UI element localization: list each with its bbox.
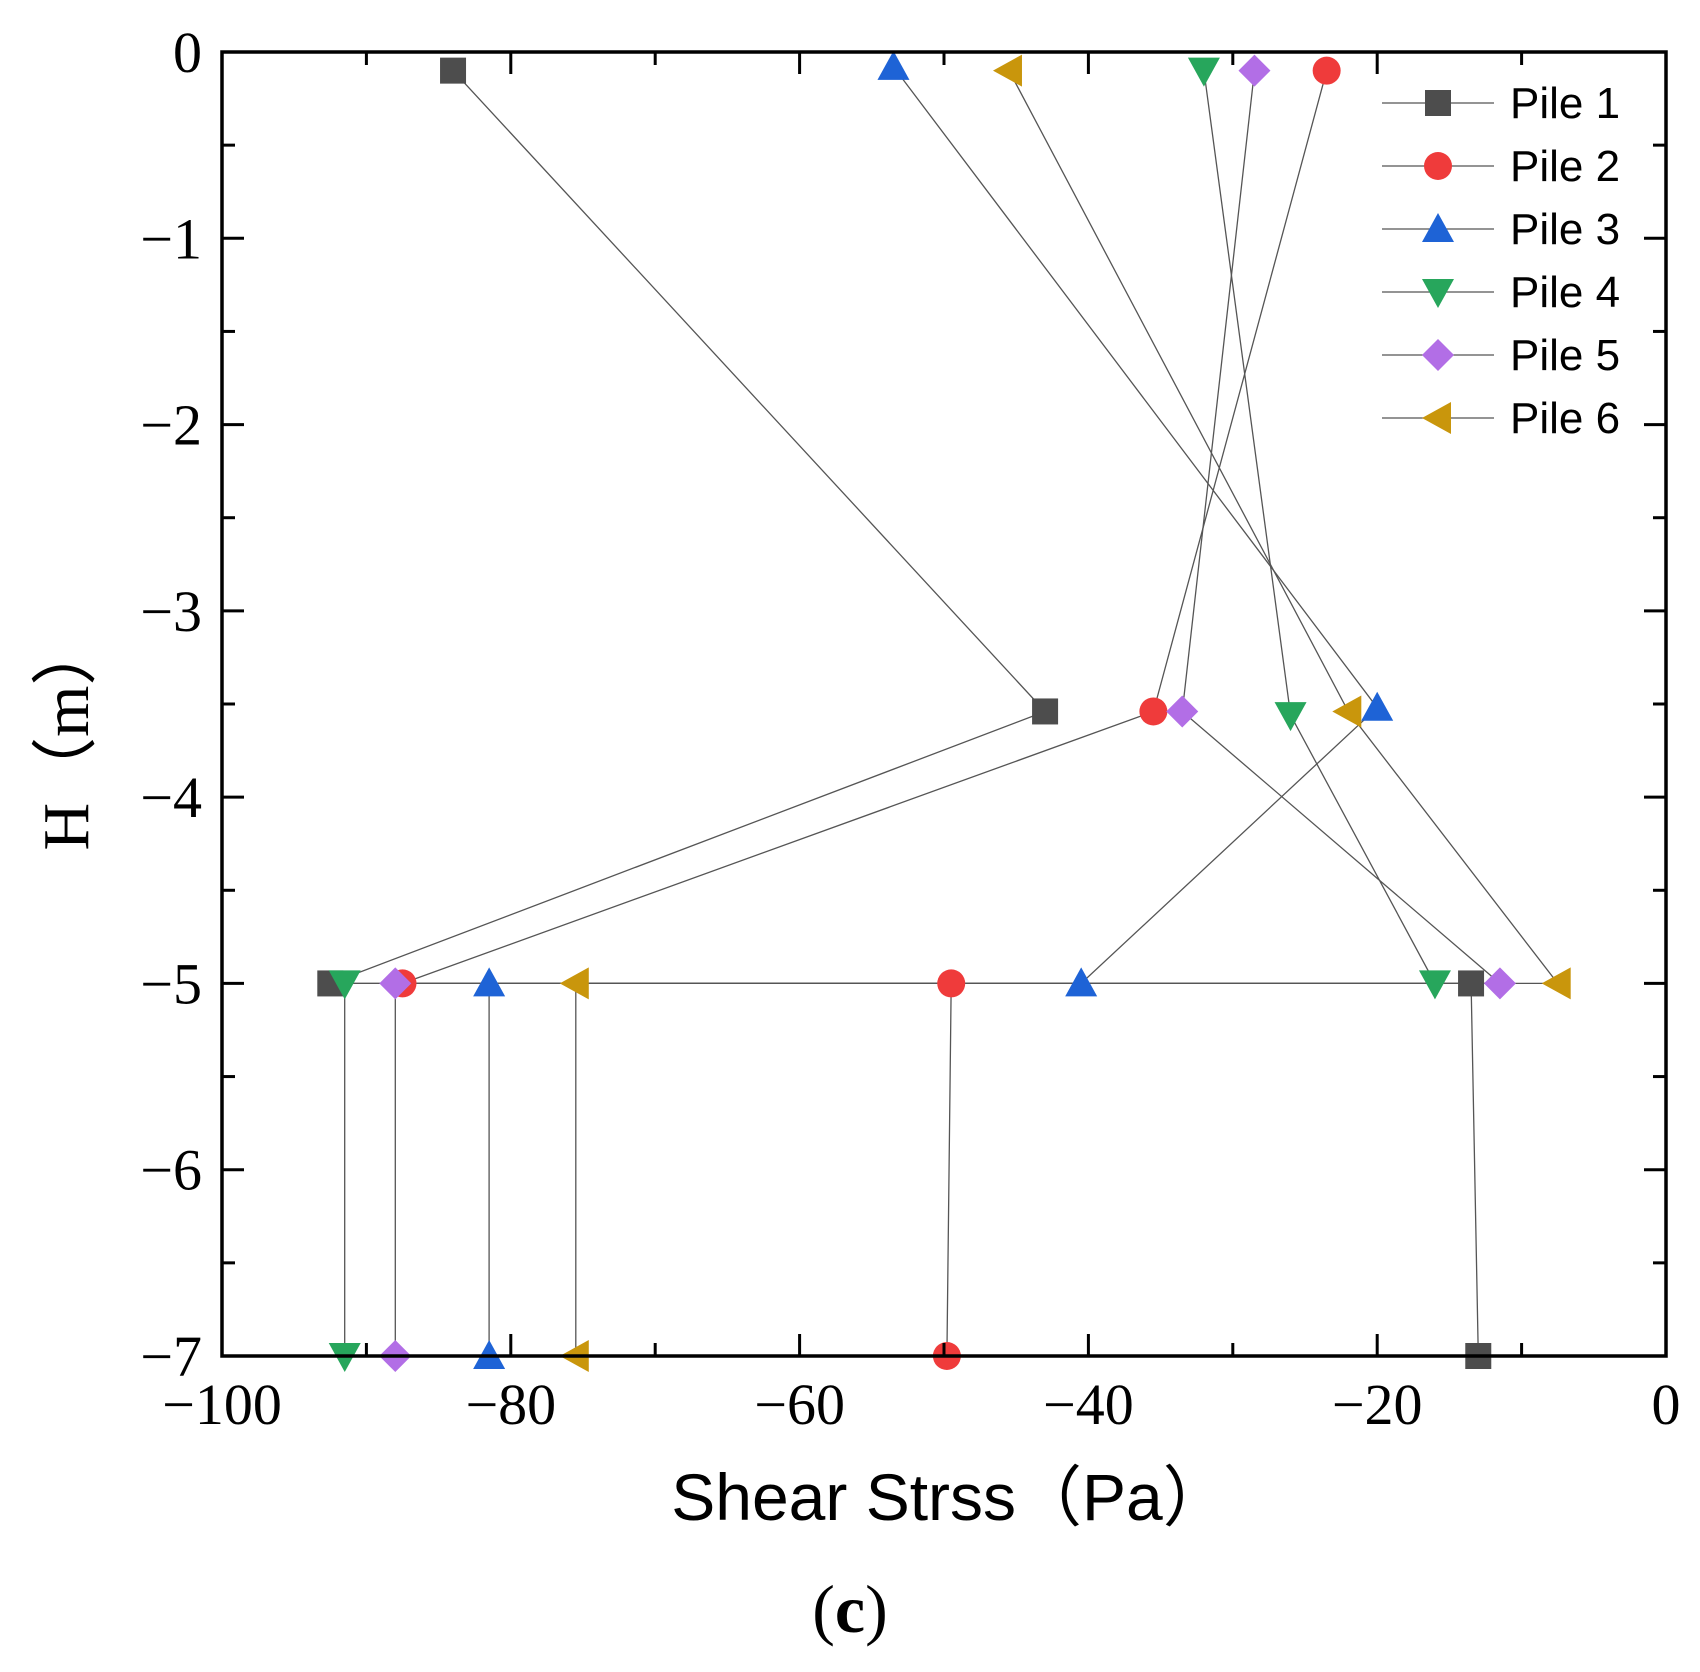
data-point-pile-3-3 xyxy=(1065,967,1098,997)
legend-marker-pile-6 xyxy=(1422,402,1451,434)
legend-label-pile-4: Pile 4 xyxy=(1510,268,1620,317)
y-tick-label-0: 0 xyxy=(173,20,202,85)
y-tick-label-7: −7 xyxy=(140,1324,202,1389)
y-tick-label-4: −4 xyxy=(140,765,202,830)
series-line-pile-1 xyxy=(330,70,1479,1357)
x-tick-label-5: 0 xyxy=(1652,1372,1681,1437)
series-line-pile-4 xyxy=(344,70,1437,1356)
legend-label-pile-1: Pile 1 xyxy=(1510,79,1620,128)
legend-marker-pile-3 xyxy=(1422,213,1454,242)
series-line-pile-6 xyxy=(575,70,1560,1356)
data-point-pile-4-1 xyxy=(1187,57,1220,87)
data-point-pile-6-4 xyxy=(559,967,589,1000)
axes-layer: −100 −80 −60 −40 −20 0 0 −1 −2 −3 −4 −5 −6 −7 xyxy=(140,20,1680,1437)
legend: Pile 1 Pile 2 Pile 3 Pile 4 Pile 5 Pile 6 xyxy=(1382,79,1620,443)
x-tick-label-3: −40 xyxy=(1043,1372,1134,1437)
legend-label-pile-3: Pile 3 xyxy=(1510,205,1620,254)
y-axis-title: H（m） xyxy=(30,620,103,851)
x-tick-label-4: −20 xyxy=(1332,1372,1423,1437)
y-tick-label-6: −6 xyxy=(140,1138,202,1203)
data-point-pile-5-4 xyxy=(379,967,412,1000)
legend-marker-pile-1 xyxy=(1425,90,1451,116)
y-tick-label-1: −1 xyxy=(140,206,202,271)
data-point-pile-1-4 xyxy=(1458,970,1485,997)
panel-label-close: ) xyxy=(865,1571,888,1647)
data-point-pile-1-2 xyxy=(1032,698,1059,725)
data-point-pile-4-3 xyxy=(1418,970,1451,1000)
series-line-pile-3 xyxy=(488,66,1379,1356)
x-tick-label-0: −100 xyxy=(162,1372,282,1437)
legend-label-pile-5: Pile 5 xyxy=(1510,331,1620,380)
legend-marker-pile-5 xyxy=(1422,339,1454,371)
series-line-pile-5 xyxy=(394,70,1502,1356)
x-axis-title: Shear Strss（Pa） xyxy=(671,1460,1229,1534)
plot-frame xyxy=(220,50,1668,1358)
y-tick-label-3: −3 xyxy=(140,579,202,644)
data-point-pile-5-2 xyxy=(1166,695,1199,728)
data-point-pile-6-2 xyxy=(1332,695,1362,728)
panel-label: (c) xyxy=(812,1571,888,1647)
y-tick-label-2: −2 xyxy=(140,393,202,458)
y-tick-label-5: −5 xyxy=(140,951,202,1016)
legend-marker-pile-4 xyxy=(1422,279,1454,308)
data-point-pile-3-2 xyxy=(1361,691,1394,721)
panel-label-open: ( xyxy=(812,1571,835,1647)
data-point-pile-3-4 xyxy=(473,967,506,997)
data-point-pile-4-4 xyxy=(328,970,361,1000)
data-point-pile-2-1 xyxy=(1312,56,1341,85)
data-point-pile-5-1 xyxy=(1238,54,1271,87)
data-point-pile-2-2 xyxy=(1139,697,1168,726)
x-tick-label-1: −80 xyxy=(465,1372,556,1437)
data-point-pile-6-3 xyxy=(1541,967,1571,1000)
legend-label-pile-2: Pile 2 xyxy=(1510,142,1620,191)
data-point-pile-3-1 xyxy=(877,50,910,80)
x-tick-label-2: −60 xyxy=(754,1372,845,1437)
legend-marker-pile-2 xyxy=(1424,152,1452,180)
series-layer xyxy=(317,50,1571,1372)
panel-label-letter: c xyxy=(835,1571,865,1647)
data-point-pile-2-4 xyxy=(937,969,966,998)
data-point-pile-5-3 xyxy=(1483,967,1516,1000)
data-point-pile-6-1 xyxy=(992,54,1022,87)
legend-label-pile-6: Pile 6 xyxy=(1510,394,1620,443)
data-point-pile-1-1 xyxy=(440,57,467,84)
data-point-pile-4-2 xyxy=(1274,702,1307,732)
